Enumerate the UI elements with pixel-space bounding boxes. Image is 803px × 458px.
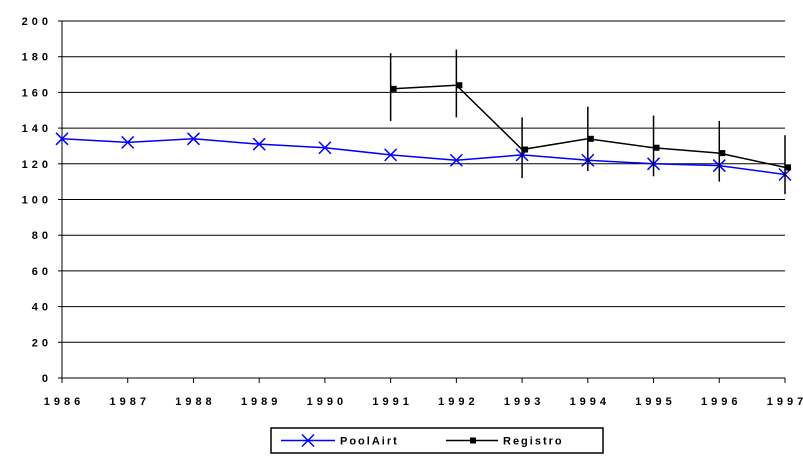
y-tick-labels: 0 20 40 60 80 100 120 140 160 180 200: [22, 16, 52, 385]
x-tick-label: 1988: [175, 396, 215, 408]
y-tick-label: 120: [22, 159, 52, 171]
y-tick-label: 0: [42, 373, 52, 385]
y-tick-label: 140: [22, 123, 52, 135]
marker-stroke: [384, 148, 398, 162]
y-tick-label: 80: [32, 230, 52, 242]
marker-stroke: [121, 135, 135, 149]
marker-stroke: [252, 137, 266, 151]
marker-stroke: [186, 132, 200, 146]
data-point-square-marker: [522, 146, 529, 153]
legend-label-poolairt: PoolAirt: [340, 436, 399, 448]
data-point-x-marker: [384, 148, 398, 162]
y-tick-label: 160: [22, 87, 52, 99]
data-point-x-marker: [186, 132, 200, 146]
data-point-x-marker: [252, 137, 266, 151]
x-tick-label: 1993: [504, 396, 544, 408]
x-tick-label: 1991: [372, 396, 412, 408]
series-poolairt: [55, 132, 792, 182]
data-point-x-marker: [318, 141, 332, 155]
data-point-square-marker: [456, 82, 463, 89]
x-tick-label: 1992: [438, 396, 478, 408]
legend-swatch-marker: [470, 437, 476, 444]
gridlines: [62, 20, 785, 343]
y-tick-label: 20: [32, 337, 52, 349]
x-tick-label: 1989: [241, 396, 281, 408]
x-tick-label: 1990: [307, 396, 347, 408]
x-tick-label: 1997: [767, 396, 803, 408]
x-tick-labels: 1986 1987 1988 1989 1990 1991 1992 1993 1994 1995…: [44, 396, 803, 408]
axes: [58, 20, 786, 383]
y-tick-label: 180: [22, 52, 52, 64]
legend: PoolAirt Registro: [270, 427, 604, 454]
data-point-square-marker: [719, 150, 726, 157]
y-tick-label: 40: [32, 302, 52, 314]
series-registro: [389, 49, 791, 195]
y-tick-label: 200: [22, 16, 52, 28]
marker-stroke: [55, 132, 69, 146]
y-tick-label: 60: [32, 266, 52, 278]
x-tick-label: 1987: [109, 396, 149, 408]
data-point-square-marker: [653, 144, 660, 151]
marker-stroke: [449, 153, 463, 167]
data-point-x-marker: [55, 132, 69, 146]
legend-box: [270, 427, 604, 454]
series-layer: [55, 49, 792, 195]
data-point-square-marker: [390, 85, 397, 92]
x-tick-label: 1986: [44, 396, 84, 408]
data-point-x-marker: [449, 153, 463, 167]
x-tick-label: 1996: [701, 396, 741, 408]
x-tick-label: 1994: [570, 396, 610, 408]
legend-label-registro: Registro: [503, 436, 564, 448]
legend-swatch-marker: [301, 433, 315, 448]
series-line-poolairt: [61, 138, 786, 176]
data-point-x-marker: [121, 135, 135, 149]
y-tick-label: 100: [22, 195, 52, 207]
data-point-square-marker: [785, 164, 791, 171]
data-point-square-marker: [587, 135, 594, 142]
marker-stroke: [318, 141, 332, 155]
x-tick-label: 1995: [635, 396, 675, 408]
